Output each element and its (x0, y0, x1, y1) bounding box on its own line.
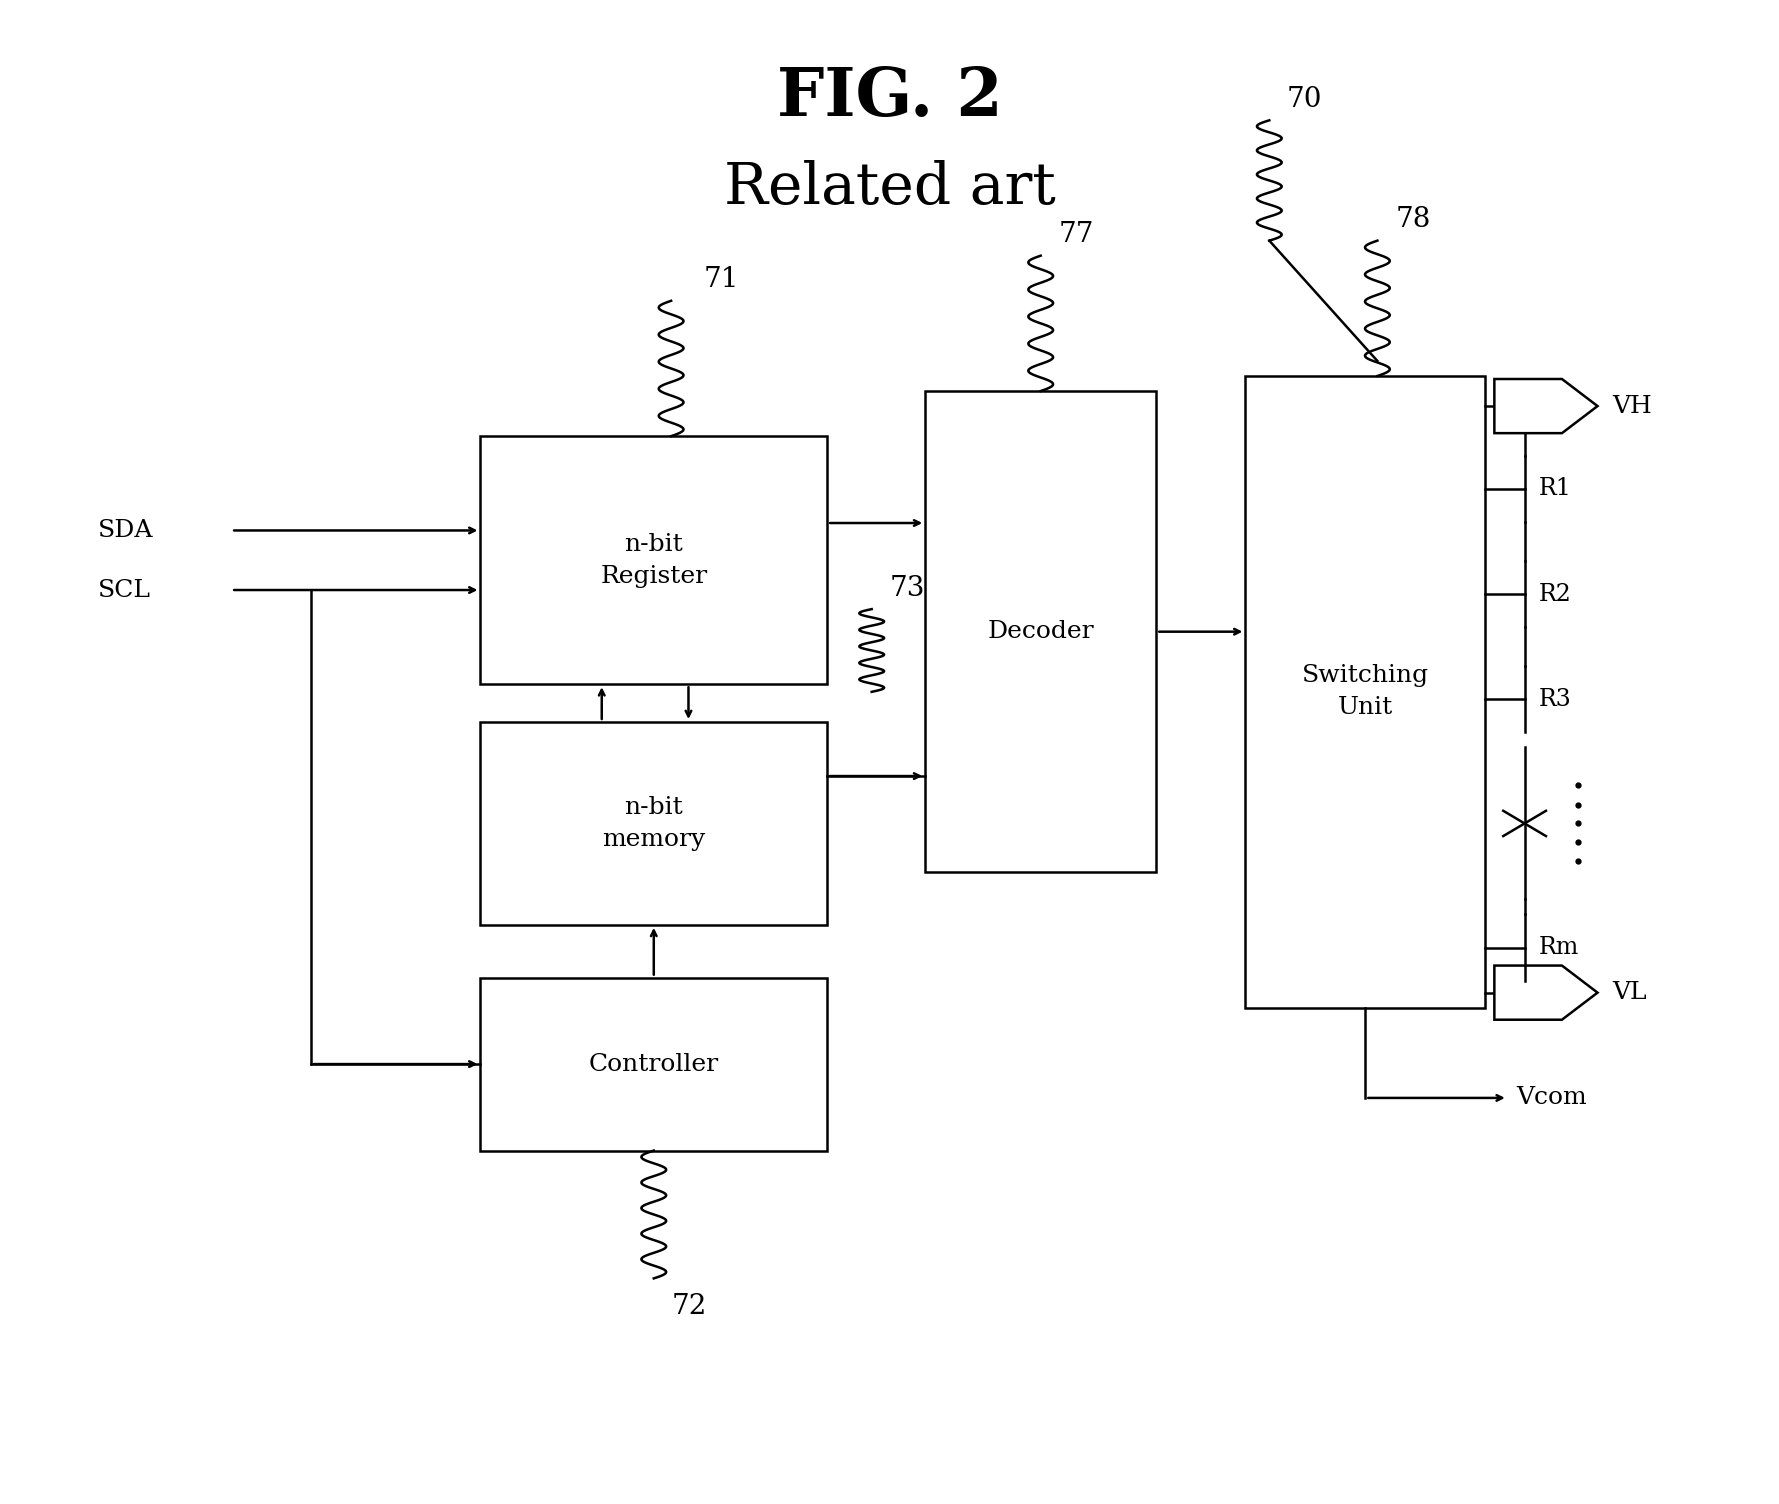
FancyBboxPatch shape (1245, 376, 1485, 1008)
Text: VH: VH (1612, 394, 1651, 418)
Text: 72: 72 (672, 1293, 706, 1321)
Text: 70: 70 (1286, 86, 1322, 113)
Text: n-bit
memory: n-bit memory (601, 796, 706, 851)
Text: R2: R2 (1539, 582, 1571, 606)
FancyBboxPatch shape (480, 436, 827, 684)
Text: 78: 78 (1395, 206, 1430, 233)
Text: FIG. 2: FIG. 2 (777, 65, 1002, 131)
Text: n-bit
Register: n-bit Register (600, 532, 708, 588)
Text: SCL: SCL (98, 579, 151, 602)
Text: Vcom: Vcom (1516, 1086, 1587, 1110)
Polygon shape (1494, 966, 1598, 1020)
Text: R1: R1 (1539, 477, 1571, 501)
Text: 77: 77 (1059, 221, 1094, 248)
Text: 73: 73 (890, 575, 925, 602)
FancyBboxPatch shape (925, 391, 1156, 872)
Text: 71: 71 (703, 266, 738, 293)
Polygon shape (1494, 379, 1598, 433)
Text: Rm: Rm (1539, 935, 1580, 960)
Text: R3: R3 (1539, 687, 1571, 711)
Text: Switching
Unit: Switching Unit (1302, 665, 1429, 719)
Text: Related art: Related art (724, 159, 1055, 217)
Text: SDA: SDA (98, 519, 153, 541)
FancyBboxPatch shape (480, 722, 827, 925)
FancyBboxPatch shape (480, 978, 827, 1151)
Text: VL: VL (1612, 981, 1646, 1005)
Text: Decoder: Decoder (987, 620, 1094, 644)
Text: Controller: Controller (589, 1053, 719, 1075)
